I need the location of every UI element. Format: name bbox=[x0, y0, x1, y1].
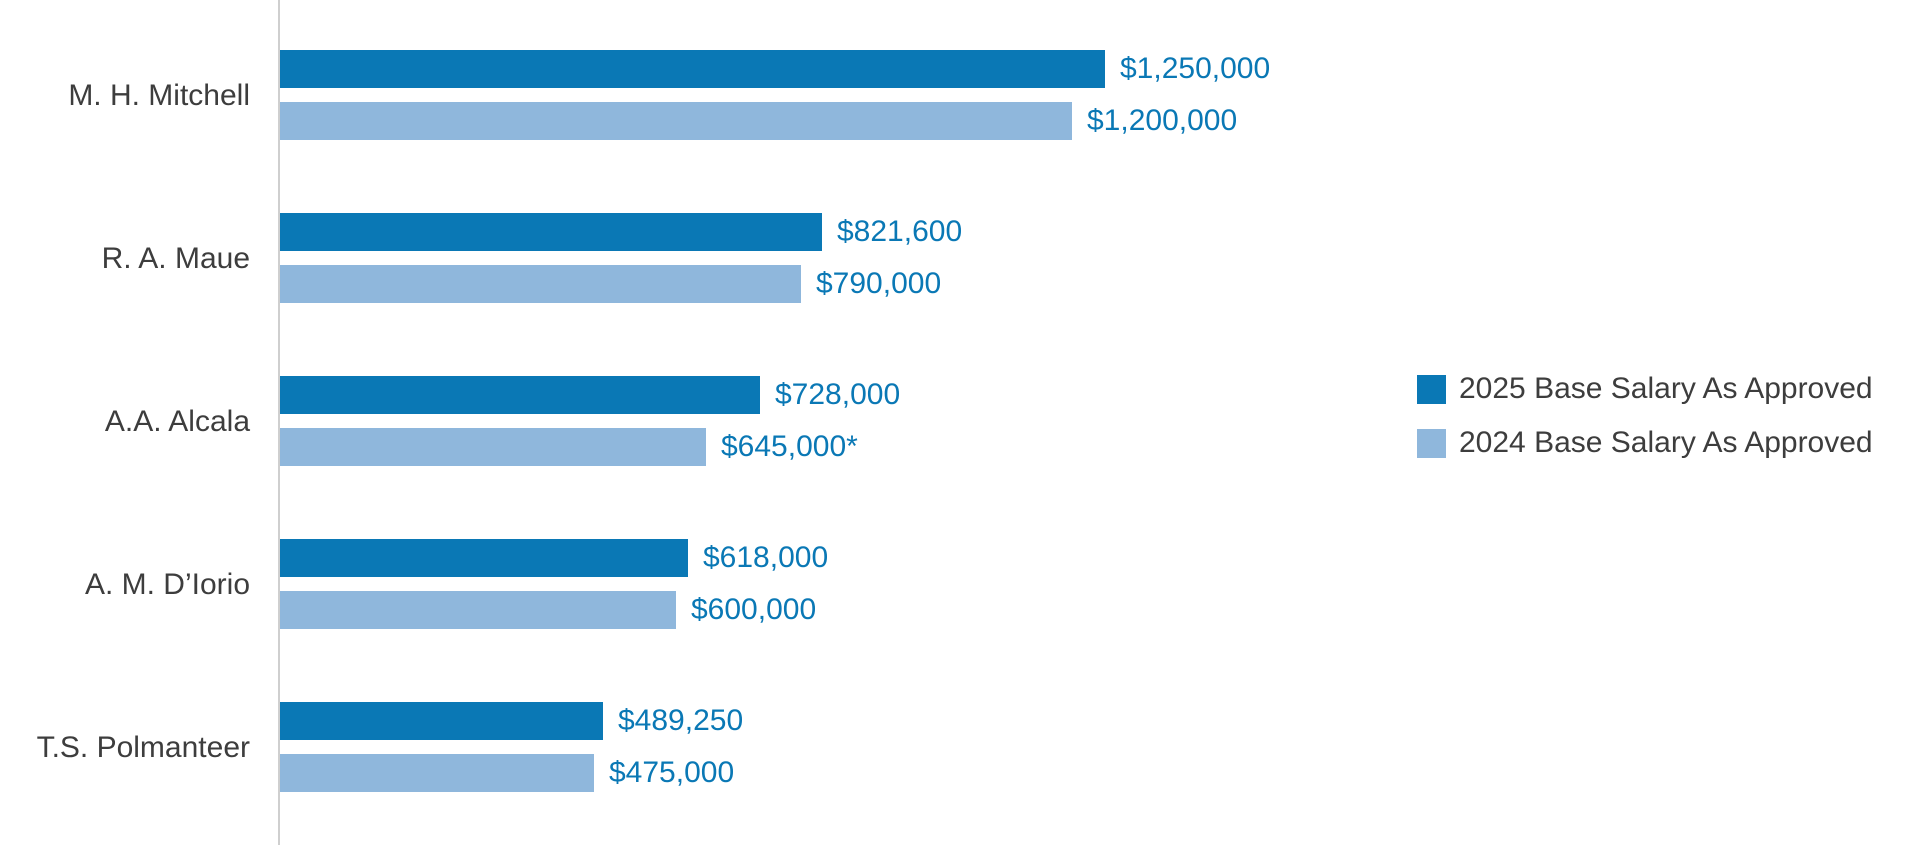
category-label: T.S. Polmanteer bbox=[36, 730, 250, 764]
category-row: M. H. Mitchell $1,250,000 $1,200,000 bbox=[0, 50, 1915, 140]
category-label: A.A. Alcala bbox=[104, 404, 250, 438]
category-label: A. M. D’Iorio bbox=[84, 567, 250, 601]
legend-swatch-2025-icon bbox=[1417, 374, 1446, 404]
bar-2024 bbox=[280, 428, 706, 466]
bar-2024 bbox=[280, 265, 801, 303]
bar-line-2025: $1,250,000 bbox=[280, 50, 1915, 88]
legend-label-2025: 2025 Base Salary As Approved bbox=[1459, 372, 1873, 405]
value-label: $728,000 bbox=[775, 378, 901, 411]
y-axis-line bbox=[278, 0, 280, 845]
bar-2025 bbox=[280, 213, 822, 251]
bar-line-2024: $475,000 bbox=[280, 754, 1915, 792]
bar-line-2024: $600,000 bbox=[280, 591, 1915, 629]
legend-item-2024: 2024 Base Salary As Approved bbox=[1417, 426, 1873, 460]
value-label: $475,000 bbox=[609, 756, 735, 789]
bar-2024 bbox=[280, 591, 676, 629]
bar-group: $1,250,000 $1,200,000 bbox=[280, 50, 1915, 140]
value-label: $790,000 bbox=[816, 267, 942, 300]
category-row: A. M. D’Iorio $618,000 $600,000 bbox=[0, 539, 1915, 629]
plot-area: M. H. Mitchell $1,250,000 $1,200,000 R. A. … bbox=[0, 50, 1915, 792]
legend-swatch-2024-icon bbox=[1417, 428, 1446, 458]
bar-group: $489,250 $475,000 bbox=[280, 702, 1915, 792]
value-label: $1,250,000 bbox=[1120, 52, 1271, 85]
bar-2024 bbox=[280, 754, 594, 792]
bar-line-2024: $1,200,000 bbox=[280, 102, 1915, 140]
legend-item-2025: 2025 Base Salary As Approved bbox=[1417, 372, 1873, 406]
bar-line-2024: $645,000* bbox=[280, 428, 1915, 466]
bar-line-2025: $489,250 bbox=[280, 702, 1915, 740]
value-label: $645,000* bbox=[721, 430, 858, 463]
legend: 2025 Base Salary As Approved 2024 Base S… bbox=[1417, 372, 1873, 460]
bar-2025 bbox=[280, 539, 688, 577]
category-label: M. H. Mitchell bbox=[68, 78, 250, 112]
category-label: R. A. Maue bbox=[101, 241, 250, 275]
bar-group: $618,000 $600,000 bbox=[280, 539, 1915, 629]
bar-group: $821,600 $790,000 bbox=[280, 213, 1915, 303]
bar-2024 bbox=[280, 102, 1072, 140]
value-label: $489,250 bbox=[618, 704, 744, 737]
value-label: $821,600 bbox=[837, 215, 963, 248]
value-label: $1,200,000 bbox=[1087, 104, 1238, 137]
bar-2025 bbox=[280, 702, 603, 740]
category-row: R. A. Maue $821,600 $790,000 bbox=[0, 213, 1915, 303]
bar-2025 bbox=[280, 50, 1105, 88]
bar-line-2024: $790,000 bbox=[280, 265, 1915, 303]
bar-line-2025: $728,000 bbox=[280, 376, 1915, 414]
category-row: T.S. Polmanteer $489,250 $475,000 bbox=[0, 702, 1915, 792]
bar-line-2025: $821,600 bbox=[280, 213, 1915, 251]
bar-2025 bbox=[280, 376, 760, 414]
bar-group: $728,000 $645,000* bbox=[280, 376, 1915, 466]
category-row: A.A. Alcala $728,000 $645,000* bbox=[0, 376, 1915, 466]
value-label: $600,000 bbox=[691, 593, 817, 626]
legend-label-2024: 2024 Base Salary As Approved bbox=[1459, 426, 1873, 459]
value-label: $618,000 bbox=[703, 541, 829, 574]
bar-line-2025: $618,000 bbox=[280, 539, 1915, 577]
